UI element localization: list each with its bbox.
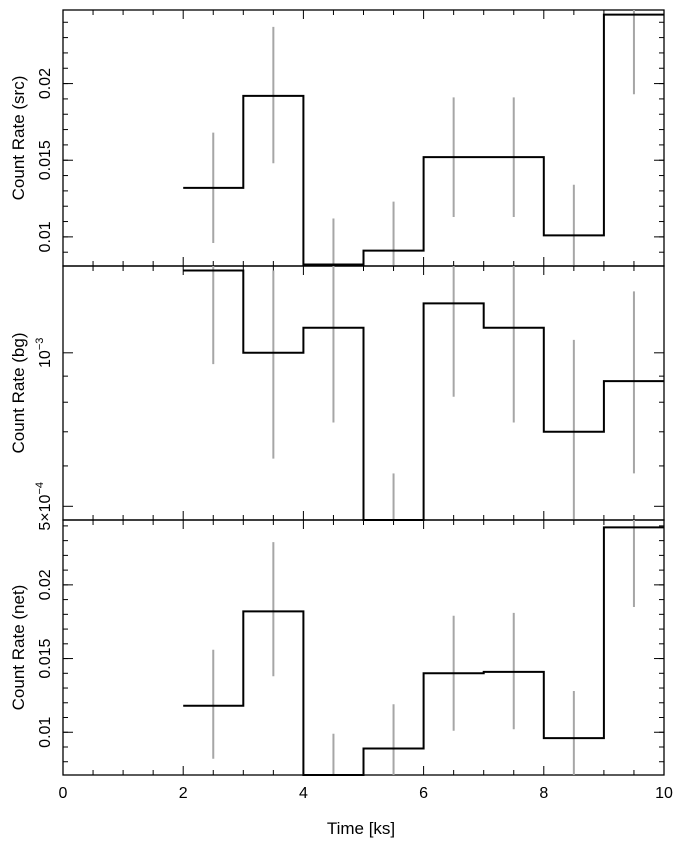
count-rate-step-line [183, 13, 664, 266]
count-rate-step-line [183, 526, 664, 776]
y-tick-mantissa: 5×10 [37, 494, 54, 530]
x-tick-label: 10 [655, 785, 673, 802]
x-tick-label: 6 [419, 785, 428, 802]
y-tick-label: 0.015 [37, 140, 54, 180]
y-tick-exponent: −4 [34, 482, 46, 495]
y-axis-label: Count Rate (net) [9, 585, 28, 711]
y-tick-label: 0.02 [37, 569, 54, 600]
x-tick-label: 8 [539, 785, 548, 802]
y-tick-label: 0.015 [37, 638, 54, 678]
x-tick-label: 2 [179, 785, 188, 802]
y-tick-label: 0.01 [37, 717, 54, 748]
panel-1: 0.01 0.015 0.02 Count Rate (src) [9, 9, 665, 267]
y-tick-mantissa: 10 [37, 350, 54, 368]
x-axis-label: Time [ks] [327, 819, 395, 838]
x-tick-label: 0 [59, 785, 68, 802]
y-tick-label: 5×10−4 [34, 482, 54, 531]
y-tick-label: 0.02 [37, 68, 54, 99]
count-rate-step-line [183, 269, 664, 521]
y-tick-label: 0.01 [37, 221, 54, 252]
y-tick-exponent: −3 [34, 338, 46, 351]
y-tick-label: 10−3 [34, 338, 54, 368]
panel-3: 0.01 0.015 0.02 Count Rate (net) [9, 519, 665, 776]
panel-2: 5×10−4 10−3 Count Rate (bg) [9, 265, 665, 531]
y-axis-label: Count Rate (bg) [9, 333, 28, 454]
y-axis-label: Count Rate (src) [9, 76, 28, 201]
x-tick-label: 4 [299, 785, 308, 802]
